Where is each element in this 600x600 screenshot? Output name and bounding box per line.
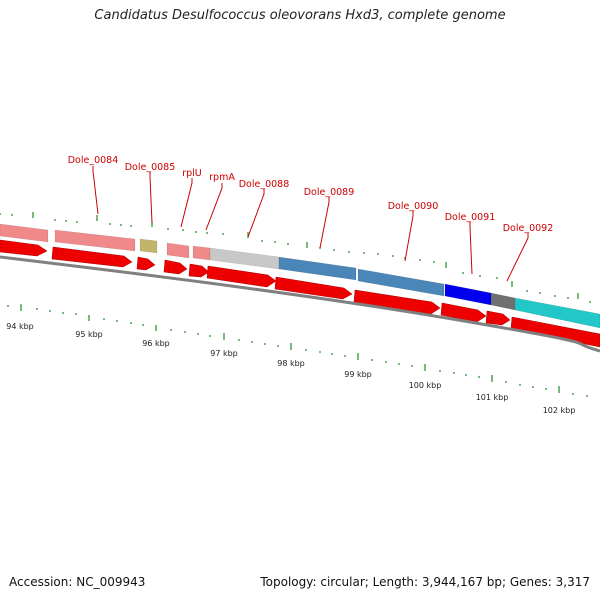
map-title: Candidatus Desulfococcus oleovorans Hxd3… — [94, 8, 506, 23]
feature-block — [139, 238, 158, 254]
gene-arrow — [440, 302, 487, 323]
gene-label-dole-0090: Dole_0090 — [388, 201, 439, 212]
gene-arrow — [188, 263, 210, 278]
gene-arrow — [51, 246, 133, 268]
kbp-label: 94 kbp — [6, 322, 34, 331]
gene-label-leader — [149, 172, 153, 224]
feature-block-row — [0, 223, 600, 329]
forward-arrow-row — [0, 239, 600, 348]
gene-arrow — [163, 259, 188, 275]
gene-arrow — [0, 239, 48, 257]
gene-label-leader — [469, 222, 473, 275]
gene-label-leader — [506, 233, 529, 282]
feature-block — [0, 223, 49, 243]
gene-label-rplu: rplU — [182, 168, 202, 179]
gene-label-dole-0091: Dole_0091 — [445, 212, 496, 223]
gene-label-leader — [180, 178, 193, 228]
gene-arrow — [485, 310, 511, 326]
kbp-label: 102 kbp — [543, 406, 576, 415]
kbp-label: 99 kbp — [344, 370, 372, 379]
gene-label-rpma: rpmA — [209, 172, 235, 183]
feature-block — [278, 256, 357, 281]
gene-arrow — [353, 289, 441, 315]
kbp-label: 97 kbp — [210, 349, 238, 358]
feature-block — [209, 247, 280, 270]
feature-block — [54, 229, 136, 252]
gene-arrow — [510, 316, 600, 348]
kbp-label: 96 kbp — [142, 339, 170, 348]
kbp-label: 98 kbp — [277, 359, 305, 368]
gene-label-leaders — [92, 166, 529, 282]
gene-label-row: Dole_0084 Dole_0085 rplU rpmA Dole_0088 … — [68, 155, 554, 234]
gene-label-leader — [319, 197, 330, 249]
kbp-label: 95 kbp — [75, 330, 103, 339]
gene-label-dole-0085: Dole_0085 — [125, 162, 176, 173]
gene-label-leader — [92, 166, 99, 215]
feature-block — [490, 292, 516, 311]
gene-label-leader — [404, 211, 414, 262]
gene-label-dole-0092: Dole_0092 — [503, 223, 554, 234]
feature-block — [357, 268, 445, 297]
kbp-label-row: 94 kbp 95 kbp 96 kbp 97 kbp 98 kbp 99 kb… — [6, 322, 575, 415]
feature-block — [166, 242, 190, 259]
accession-text: Accession: NC_009943 — [9, 575, 146, 589]
feature-block — [444, 283, 492, 306]
gene-label-dole-0088: Dole_0088 — [239, 179, 290, 190]
gene-label-leader — [247, 189, 265, 238]
gene-label-dole-0089: Dole_0089 — [304, 187, 355, 198]
gene-arrow — [136, 256, 156, 271]
gene-label-leader — [205, 183, 223, 231]
kbp-label: 100 kbp — [409, 381, 442, 390]
genome-backbone — [0, 255, 600, 353]
kbp-tick-row — [7, 304, 588, 397]
genome-summary-text: Topology: circular; Length: 3,944,167 bp… — [260, 575, 590, 589]
feature-block — [192, 245, 211, 261]
feature-block — [514, 297, 600, 329]
gene-arrow — [274, 276, 353, 300]
gene-label-dole-0084: Dole_0084 — [68, 155, 119, 166]
kbp-label: 101 kbp — [476, 393, 509, 402]
gene-arrow — [206, 265, 277, 288]
